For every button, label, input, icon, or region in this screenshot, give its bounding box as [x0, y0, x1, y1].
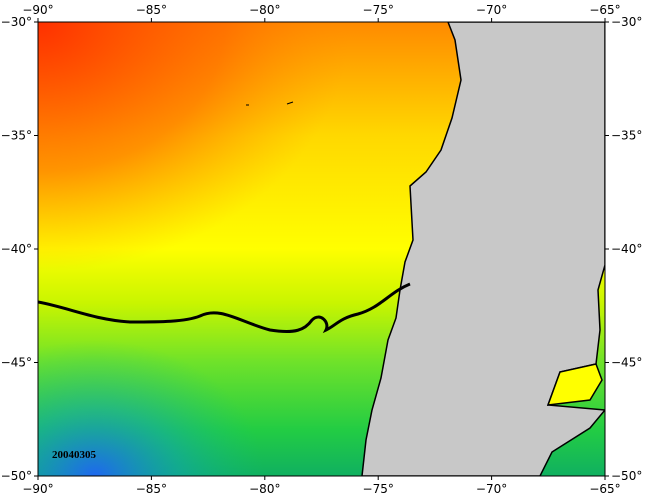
lon-label-bottom: −65°: [589, 482, 620, 496]
lon-label-top: −70°: [476, 3, 507, 17]
lon-label-top: −65°: [589, 3, 620, 17]
island: [246, 101, 294, 106]
lon-label-bottom: −80°: [249, 482, 280, 496]
lat-label-right: −40°: [611, 242, 642, 256]
lat-label-right: −30°: [611, 15, 642, 29]
lon-label-top: −90°: [22, 3, 53, 17]
lat-label-left: −30°: [1, 15, 32, 29]
front-contour: [38, 282, 411, 334]
lat-label-left: −35°: [1, 129, 32, 143]
lon-label-bottom: −75°: [363, 482, 394, 496]
lon-label-top: −80°: [249, 3, 280, 17]
lat-label-left: −40°: [1, 242, 32, 256]
lon-label-bottom: −85°: [136, 482, 167, 496]
lon-label-bottom: −90°: [22, 482, 53, 496]
land: [361, 22, 605, 476]
gulf: [546, 363, 603, 406]
lat-label-right: −45°: [611, 356, 642, 370]
lat-label-left: −45°: [1, 356, 32, 370]
lat-label-left: −50°: [1, 469, 32, 483]
lon-label-top: −85°: [136, 3, 167, 17]
lon-label-top: −75°: [363, 3, 394, 17]
date-label: 20040305: [52, 449, 97, 461]
lat-label-right: −35°: [611, 129, 642, 143]
lat-label-right: −50°: [611, 469, 642, 483]
lon-label-bottom: −70°: [476, 482, 507, 496]
map-area: [38, 22, 605, 476]
